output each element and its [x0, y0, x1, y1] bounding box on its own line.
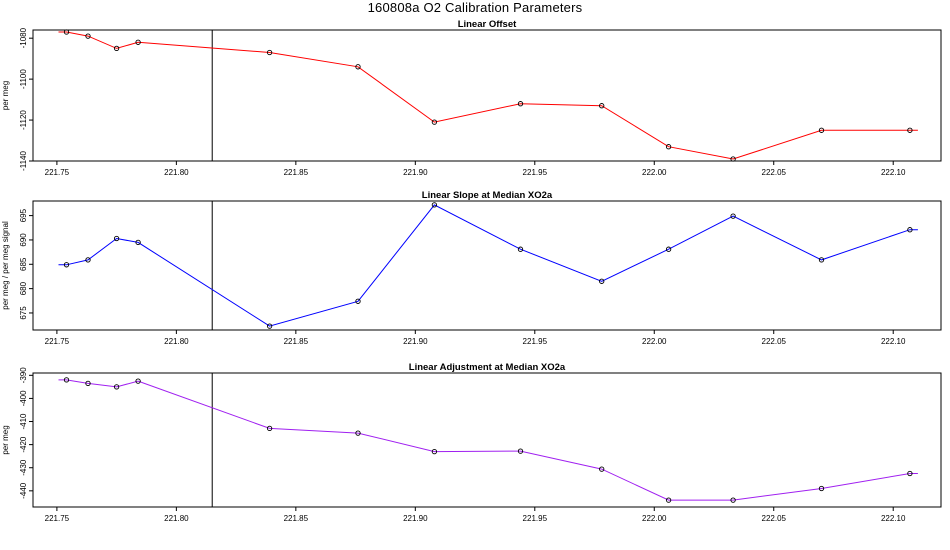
data-point	[730, 213, 736, 219]
panel-3: Linear Adjustment at Median XO2a 221.75 22…	[1, 362, 942, 523]
y-tick-label: -1140	[19, 151, 28, 171]
data-point	[730, 497, 736, 503]
y-tick-label: -410	[19, 413, 28, 430]
x-tick-label: 222.05	[762, 514, 787, 523]
data-point	[599, 278, 605, 284]
data-point	[599, 103, 605, 109]
data-point	[431, 119, 438, 125]
data-point	[907, 227, 913, 233]
plot-frame	[32, 200, 942, 331]
series-line	[58, 31, 918, 160]
data-point	[818, 257, 825, 263]
data-point	[665, 144, 672, 150]
x-tick-label: 222.00	[642, 337, 667, 346]
x-tick-label: 222.05	[762, 337, 787, 346]
panel-1: Linear Offset 221.75 221.80 221.85 221.90 221…	[1, 19, 942, 177]
y-tick-label: 675	[19, 306, 28, 320]
panel-2: Linear Slope at Median XO2a 221.75 221.80 2…	[1, 190, 942, 346]
plot-frame	[32, 29, 942, 162]
y-tick-label: -420	[19, 436, 28, 453]
y-tick-label: 690	[19, 233, 28, 247]
x-tick-label: 221.85	[284, 168, 309, 177]
x-tick-label: 221.80	[164, 168, 189, 177]
x-tick-label: 221.95	[523, 337, 548, 346]
y-tick-label: -430	[19, 459, 28, 476]
x-tick-label: 222.05	[762, 168, 787, 177]
y-axis-title: per meg	[1, 81, 10, 110]
data-point	[113, 45, 120, 52]
x-tick-label: 221.90	[403, 337, 428, 346]
figure-title: 160808a O2 Calibration Parameters	[367, 0, 583, 15]
x-tick-label: 221.95	[523, 168, 548, 177]
data-point	[431, 202, 438, 208]
x-tick-label: 221.75	[45, 168, 70, 177]
y-tick-label: -440	[19, 482, 28, 499]
x-tick-label: 221.80	[164, 514, 189, 523]
x-tick-label: 221.90	[403, 168, 428, 177]
data-point	[135, 39, 141, 45]
y-tick-label: -1120	[19, 110, 28, 130]
data-point	[113, 235, 120, 242]
data-point	[355, 298, 361, 304]
data-point	[63, 377, 70, 383]
x-tick-label: 222.00	[642, 168, 667, 177]
y-tick-label: 680	[19, 281, 28, 295]
data-point	[113, 384, 120, 390]
data-point	[85, 257, 91, 263]
x-tick-label: 222.10	[881, 337, 906, 346]
series-line	[58, 379, 918, 501]
data-point	[135, 239, 141, 246]
data-point	[818, 485, 825, 492]
x-tick-label: 222.00	[642, 514, 667, 523]
data-point	[355, 430, 361, 436]
data-point	[730, 156, 736, 162]
data-point	[63, 262, 70, 268]
data-point	[63, 29, 70, 35]
y-axis-title: per meg	[1, 425, 10, 454]
x-tick-label: 222.10	[881, 168, 906, 177]
x-tick-label: 221.80	[164, 337, 189, 346]
data-point	[818, 127, 825, 133]
data-point	[907, 470, 913, 477]
data-point	[266, 425, 273, 432]
x-tick-label: 221.85	[284, 337, 309, 346]
data-point	[665, 246, 672, 252]
data-point	[599, 466, 605, 472]
y-tick-label: -390	[19, 367, 28, 384]
data-point	[135, 378, 141, 384]
plot-frame	[32, 372, 942, 508]
panel-title: Linear Adjustment at Median XO2a	[409, 362, 566, 373]
data-point	[85, 380, 91, 387]
x-tick-label: 221.85	[284, 514, 309, 523]
x-tick-label: 221.90	[403, 514, 428, 523]
x-tick-label: 221.95	[523, 514, 548, 523]
data-point	[665, 497, 672, 503]
y-tick-label: 695	[19, 208, 28, 222]
data-point	[266, 49, 273, 56]
x-tick-label: 221.75	[45, 337, 70, 346]
panel-title: Linear Offset	[458, 19, 517, 30]
data-point	[85, 33, 91, 39]
data-point	[517, 246, 524, 252]
data-point	[517, 101, 524, 107]
x-tick-label: 221.75	[45, 514, 70, 523]
y-tick-label: -400	[19, 390, 28, 407]
data-point	[907, 127, 913, 133]
y-tick-label: 685	[19, 257, 28, 271]
panel-title: Linear Slope at Median XO2a	[422, 190, 553, 201]
y-axis-title: per meg / per meg signal	[1, 221, 10, 310]
series-line	[58, 204, 918, 327]
y-tick-label: -1080	[19, 27, 28, 48]
data-point	[517, 448, 524, 454]
data-point	[266, 323, 273, 329]
data-point	[355, 64, 361, 70]
data-point	[431, 448, 438, 455]
y-tick-label: -1100	[19, 69, 28, 89]
x-tick-label: 222.10	[881, 514, 906, 523]
